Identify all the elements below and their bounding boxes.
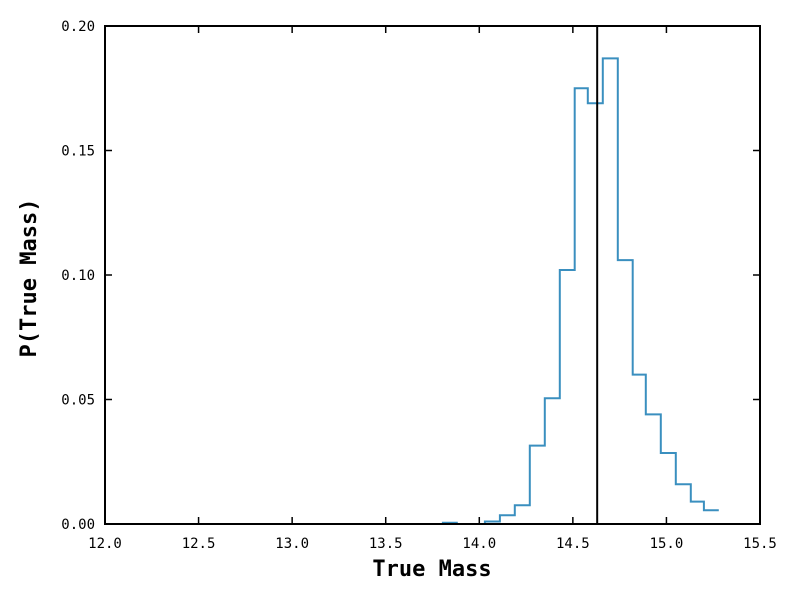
y-tick-label: 0.15 [61, 144, 95, 160]
y-axis-label: P(True Mass) [17, 199, 42, 358]
y-tick-label: 0.20 [61, 19, 95, 35]
x-tick-label: 13.0 [275, 536, 309, 552]
histogram-bin-10 [603, 58, 618, 524]
histogram-bin-16 [691, 502, 704, 524]
histogram-bin-17 [704, 510, 719, 524]
histogram-bin-3 [500, 515, 515, 524]
x-tick-label: 14.0 [462, 536, 496, 552]
histogram-bin-6 [545, 398, 560, 524]
y-axis-ticks: 0.00 0.05 0.10 0.15 0.20 [61, 19, 760, 533]
histogram-bin-8 [575, 88, 588, 524]
y-tick-label: 0.00 [61, 517, 95, 533]
x-tick-label: 12.0 [88, 536, 122, 552]
x-tick-label: 13.5 [369, 536, 403, 552]
x-axis-label: True Mass [372, 557, 491, 582]
y-tick-label: 0.10 [61, 268, 95, 284]
x-tick-label: 12.5 [182, 536, 216, 552]
histogram-step-line [441, 57, 719, 525]
histogram-bin-9 [588, 103, 603, 524]
histogram-bin-15 [676, 484, 691, 524]
x-axis-ticks: 12.0 12.5 13.0 13.5 14.0 14.5 15.0 15.5 [88, 26, 777, 552]
plot-marks [441, 26, 719, 525]
x-tick-label: 14.5 [556, 536, 590, 552]
histogram-bin-7 [560, 270, 575, 524]
histogram-bin-13 [646, 414, 661, 524]
histogram-bin-5 [530, 446, 545, 524]
x-tick-label: 15.5 [743, 536, 777, 552]
histogram-bin-12 [633, 375, 646, 524]
histogram-bin-14 [661, 453, 676, 524]
plot-frame [104, 25, 761, 525]
histogram-bin-4 [515, 505, 530, 524]
y-tick-label: 0.05 [61, 393, 95, 409]
histogram-bin-11 [618, 260, 633, 524]
x-tick-label: 15.0 [650, 536, 684, 552]
